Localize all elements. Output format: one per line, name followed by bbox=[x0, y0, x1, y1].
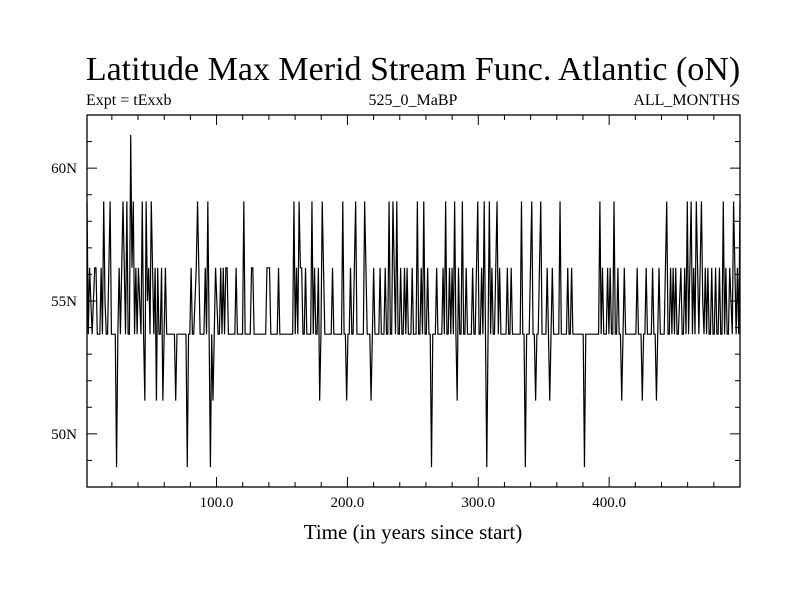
plot-frame bbox=[86, 114, 741, 488]
chart-title: Latitude Max Merid Stream Func. Atlantic… bbox=[86, 51, 740, 88]
series-line bbox=[86, 134, 741, 468]
x-axis-label: Time (in years since start) bbox=[304, 520, 523, 544]
x-tick-label: 300.0 bbox=[461, 495, 495, 511]
subtitle-right: ALL_MONTHS bbox=[633, 92, 740, 109]
y-tick-label: 50N bbox=[51, 427, 77, 443]
subtitle-left: Expt = tExxb bbox=[86, 92, 171, 109]
x-tick-label: 400.0 bbox=[592, 495, 626, 511]
y-tick-label: 60N bbox=[51, 161, 77, 177]
subtitle-center: 525_0_MaBP bbox=[369, 92, 458, 109]
x-tick-label: 100.0 bbox=[200, 495, 234, 511]
axis-ticks: 100.0 200.0 300.0 400.0 50N 55N 60N bbox=[51, 115, 740, 511]
x-tick-label: 200.0 bbox=[331, 495, 365, 511]
y-tick-label: 55N bbox=[51, 294, 77, 310]
